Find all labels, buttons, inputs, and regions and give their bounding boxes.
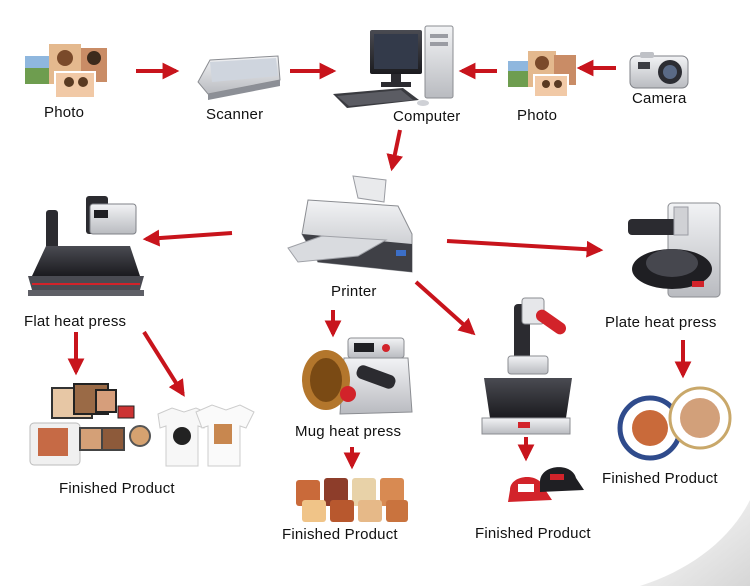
finished-tshirts-icon bbox=[29, 383, 255, 467]
photo-collage-icon bbox=[508, 51, 576, 98]
scanner-icon bbox=[197, 55, 281, 100]
label-scanner: Scanner bbox=[206, 106, 264, 123]
label-finished-mug: Finished Product bbox=[282, 526, 398, 543]
label-printer: Printer bbox=[331, 283, 377, 300]
label-finished-cap: Finished Product bbox=[475, 525, 591, 542]
printer-icon bbox=[287, 175, 413, 273]
label-plate-heat-press: Plate heat press bbox=[605, 314, 717, 331]
label-mug-heat-press: Mug heat press bbox=[295, 423, 402, 440]
flow-arrows bbox=[67, 59, 692, 470]
finished-mugs-icon bbox=[296, 478, 408, 522]
label-camera: Camera bbox=[632, 90, 687, 107]
plate-heat-press-icon bbox=[628, 202, 721, 298]
cap-heat-press-icon bbox=[481, 297, 572, 435]
arrow-printer-to-plate bbox=[446, 239, 604, 258]
page-curl bbox=[640, 500, 750, 586]
mug-heat-press-icon bbox=[302, 337, 413, 415]
label-photo-left: Photo bbox=[44, 104, 85, 121]
label-flat-heat-press: Flat heat press bbox=[24, 313, 127, 330]
label-finished-flat: Finished Product bbox=[59, 480, 175, 497]
flat-heat-press-icon bbox=[28, 196, 144, 296]
finished-caps-icon bbox=[508, 467, 584, 502]
label-finished-plate: Finished Product bbox=[602, 470, 718, 487]
camera-icon bbox=[629, 52, 689, 89]
arrow-printer-to-flat bbox=[142, 229, 233, 247]
arrow-computer-to-printer bbox=[386, 129, 403, 172]
finished-plates-icon bbox=[617, 386, 732, 461]
computer-icon bbox=[333, 25, 454, 108]
label-photo-right: Photo bbox=[517, 107, 558, 124]
arrow-printer-to-cap bbox=[414, 280, 476, 336]
arrow-flat-to-shirtsB bbox=[142, 330, 185, 397]
photo-collage-icon bbox=[25, 44, 107, 99]
label-computer: Computer bbox=[393, 108, 461, 125]
